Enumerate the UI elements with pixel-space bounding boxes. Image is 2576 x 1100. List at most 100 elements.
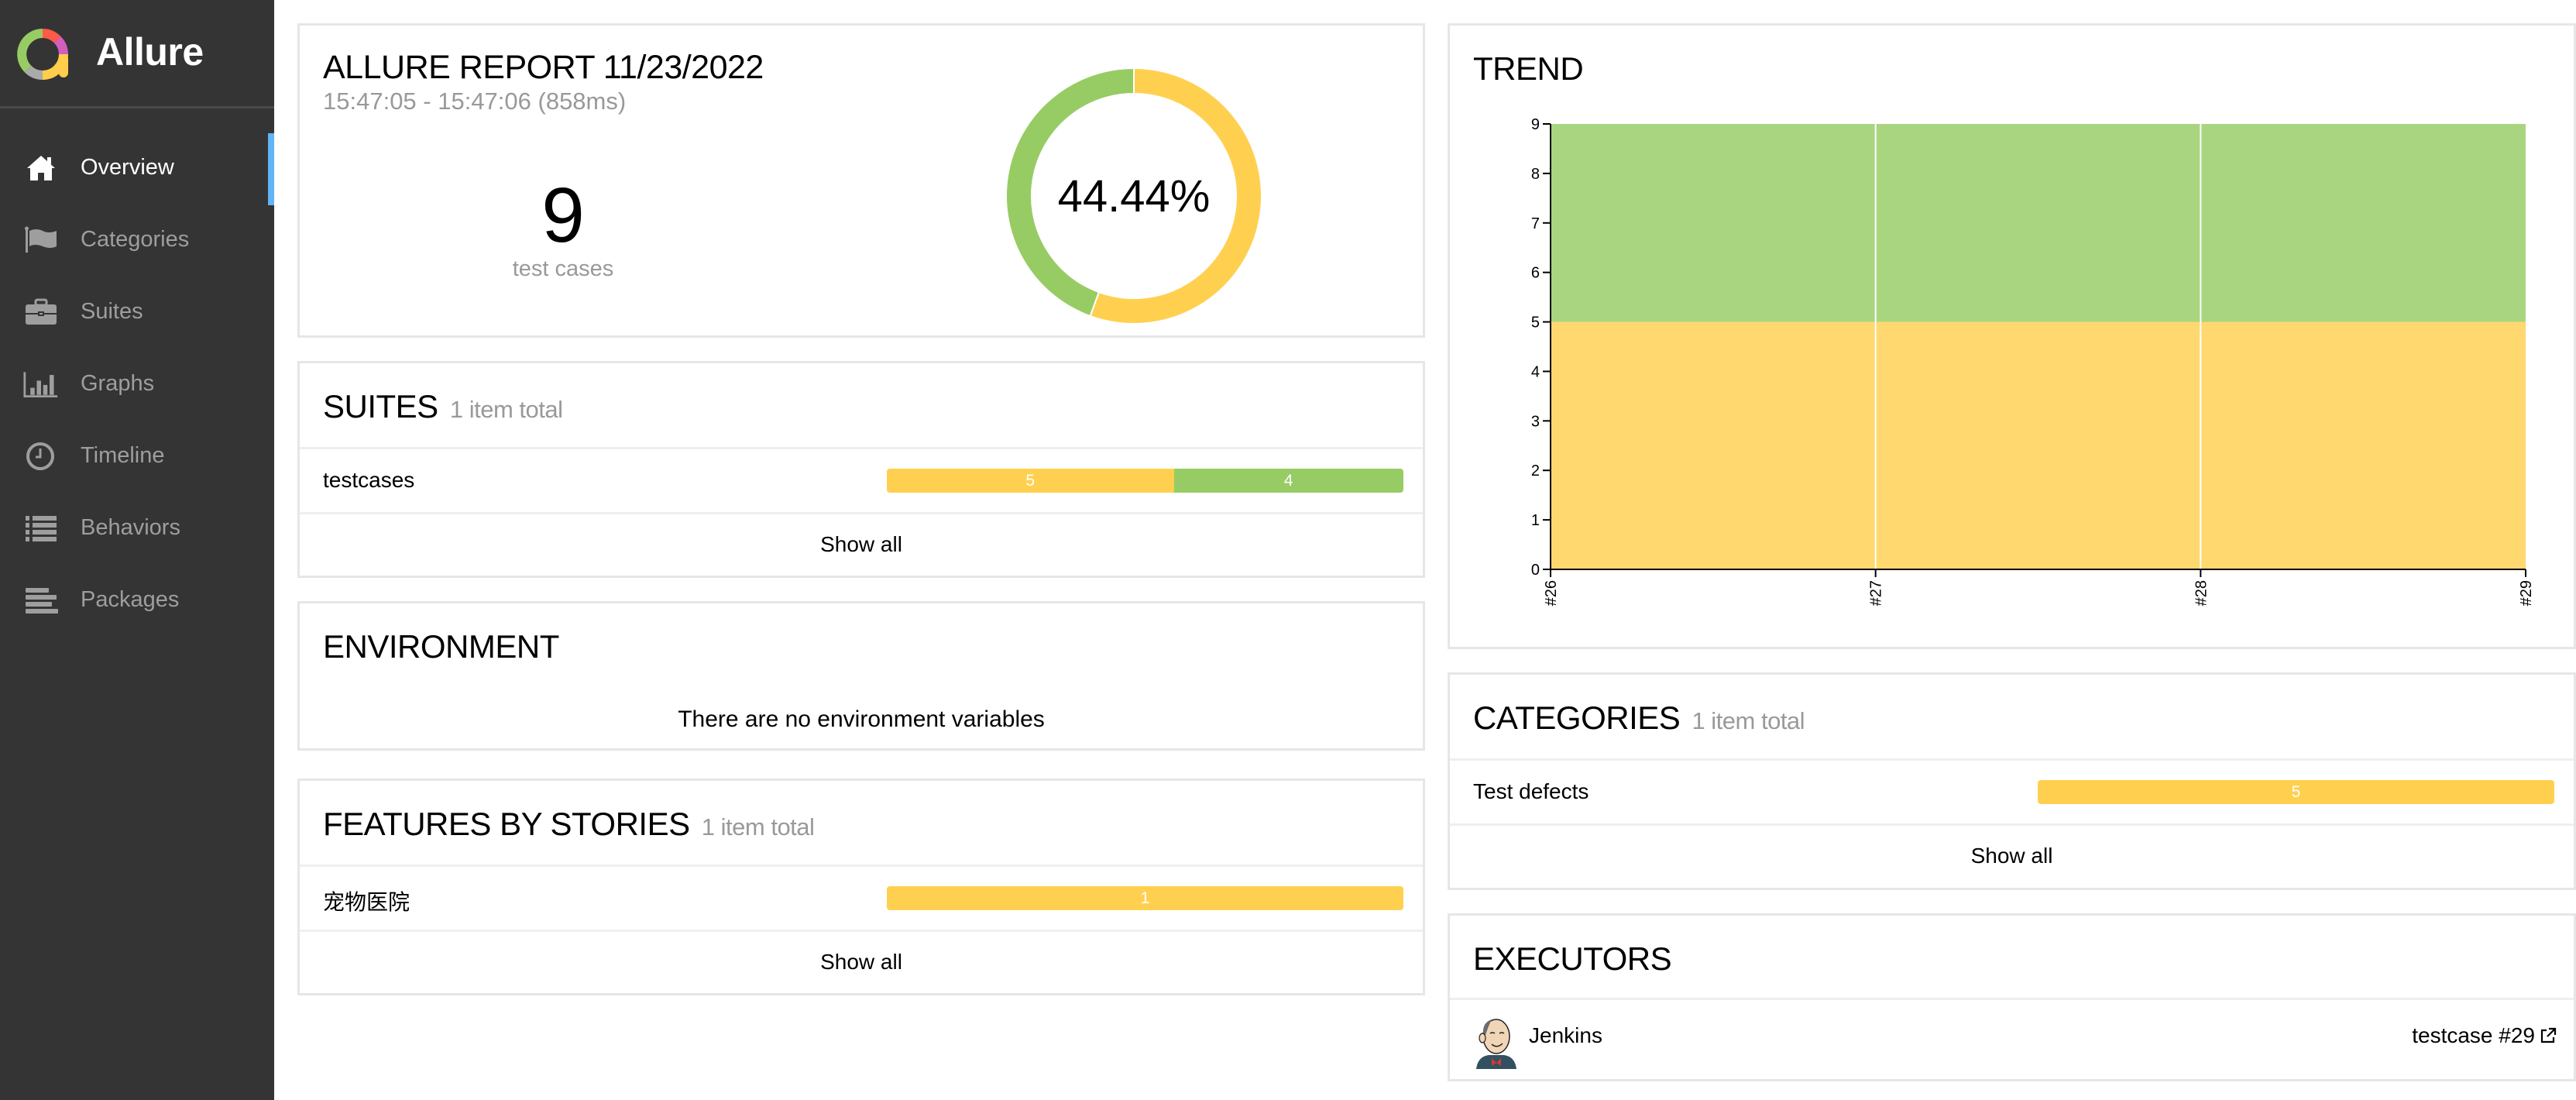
trend-y-tick-label: 2 — [1531, 462, 1540, 480]
environment-empty-message: There are no environment variables — [678, 706, 1045, 732]
divider — [300, 512, 1423, 514]
executor-build-label: testcase #29 — [2412, 1023, 2535, 1047]
report-title: ALLURE REPORT 11/23/2022 — [323, 49, 764, 86]
categories-widget: CATEGORIES 1 item total Test defects 5 S… — [1448, 672, 2576, 890]
trend-y-tick-label: 1 — [1531, 512, 1540, 529]
feature-status-bar: 1 — [887, 886, 1403, 910]
briefcase-icon — [23, 297, 59, 328]
list-icon — [23, 513, 59, 544]
sidebar-item-label: Timeline — [81, 443, 165, 468]
feature-row[interactable]: 宠物医院 1 — [300, 867, 1423, 930]
summary-widget: ALLURE REPORT 11/23/2022 15:47:05 - 15:4… — [297, 23, 1425, 338]
trend-x-tick-label: #29 — [2518, 580, 2535, 606]
executor-name: Jenkins — [1529, 1023, 1602, 1047]
trend-y-tick-label: 0 — [1531, 562, 1540, 579]
trend-x-tick-label: #28 — [2193, 580, 2210, 606]
sidebar-item-label: Graphs — [81, 371, 155, 396]
trend-y-tick-label: 6 — [1531, 265, 1540, 282]
align-left-icon — [23, 585, 59, 616]
sidebar-item-label: Behaviors — [81, 515, 180, 540]
donut-slice-passed[interactable] — [1005, 67, 1135, 318]
divider — [300, 865, 1423, 867]
sidebar-item-suites[interactable]: Suites — [0, 276, 274, 348]
donut-slice-broken[interactable] — [1089, 67, 1262, 325]
brand-name: Allure — [96, 30, 204, 74]
suite-name: testcases — [323, 468, 415, 492]
suites-count: 1 item total — [449, 396, 563, 423]
trend-y-tick-label: 8 — [1531, 166, 1540, 183]
jenkins-avatar-icon — [1476, 1019, 1516, 1069]
sidebar-item-label: Packages — [81, 587, 180, 612]
divider — [1450, 998, 2574, 1000]
divider — [1450, 823, 2574, 826]
trend-area-broken[interactable] — [1551, 321, 2526, 569]
sidebar-item-label: Suites — [81, 299, 143, 324]
trend-y-tick-label: 3 — [1531, 413, 1540, 430]
sidebar-item-timeline[interactable]: Timeline — [0, 420, 274, 492]
trend-y-tick-label: 5 — [1531, 315, 1540, 332]
divider — [300, 930, 1423, 932]
allure-logo-icon — [17, 29, 68, 80]
feature-name: 宠物医院 — [323, 890, 410, 914]
brand-header[interactable]: Allure — [0, 0, 274, 108]
sidebar-item-label: Categories — [81, 227, 190, 252]
environment-widget: ENVIRONMENT There are no environment var… — [297, 601, 1425, 751]
sidebar: Allure Overview Categories Suites Graphs — [0, 0, 274, 1100]
trend-y-tick-label: 7 — [1531, 215, 1540, 232]
trend-y-tick-label: 9 — [1531, 116, 1540, 133]
external-link-icon — [2540, 1027, 2557, 1043]
environment-title: ENVIRONMENT — [323, 628, 559, 665]
sidebar-item-overview[interactable]: Overview — [0, 132, 274, 205]
features-by-stories-widget: FEATURES BY STORIES 1 item total 宠物医院 1 … — [297, 779, 1425, 995]
total-test-count: 9 — [541, 172, 585, 259]
divider — [1450, 758, 2574, 761]
categories-title: CATEGORIES 1 item total — [1473, 700, 1805, 737]
divider — [300, 447, 1423, 449]
trend-x-tick-label: #27 — [1868, 580, 1885, 606]
category-row[interactable]: Test defects 5 — [1450, 761, 2574, 823]
sidebar-item-graphs[interactable]: Graphs — [0, 348, 274, 420]
trend-area-passed[interactable] — [1551, 124, 2526, 322]
features-title-text: FEATURES BY STORIES — [323, 806, 690, 842]
sidebar-nav: Overview Categories Suites Graphs Timeli… — [0, 132, 274, 636]
bar-segment-broken: 1 — [887, 886, 1403, 910]
executor-build-link[interactable]: testcase #29 — [2412, 1023, 2557, 1048]
sidebar-item-behaviors[interactable]: Behaviors — [0, 492, 274, 564]
executors-title: EXECUTORS — [1473, 940, 1672, 977]
report-time-range: 15:47:05 - 15:47:06 (858ms) — [323, 88, 627, 115]
bar-chart-icon — [23, 369, 59, 400]
category-name: Test defects — [1473, 779, 1589, 803]
trend-chart[interactable]: 0 1 2 3 4 5 6 7 8 9 #26 #27 #28 #29 — [1450, 26, 2574, 647]
categories-count: 1 item total — [1692, 707, 1805, 734]
flag-icon — [23, 225, 59, 256]
sidebar-item-packages[interactable]: Packages — [0, 564, 274, 636]
trend-title: TREND — [1473, 50, 1584, 87]
features-show-all-link[interactable]: Show all — [820, 950, 902, 974]
suites-show-all-link[interactable]: Show all — [820, 532, 902, 556]
clock-icon — [23, 441, 59, 472]
suites-title: SUITES 1 item total — [323, 388, 563, 425]
features-count: 1 item total — [701, 813, 815, 840]
success-rate: 44.44% — [1057, 170, 1211, 222]
home-icon — [23, 153, 59, 184]
features-title: FEATURES BY STORIES 1 item total — [323, 806, 815, 843]
trend-y-tick-label: 4 — [1531, 363, 1540, 380]
trend-widget: TREND 0 1 2 3 4 5 6 7 8 9 #26 #27 #28 #29 — [1448, 23, 2576, 649]
category-status-bar: 5 — [2038, 780, 2554, 804]
bar-segment-broken: 5 — [887, 469, 1174, 493]
sidebar-item-categories[interactable]: Categories — [0, 204, 274, 276]
executors-widget: EXECUTORS Jenkins testcase #29 — [1448, 913, 2576, 1081]
total-test-label: test cases — [512, 256, 614, 281]
categories-title-text: CATEGORIES — [1473, 700, 1681, 736]
status-donut-chart[interactable] — [1002, 64, 1266, 328]
trend-x-tick-label: #26 — [1543, 580, 1560, 606]
sidebar-item-label: Overview — [81, 155, 174, 180]
executor-row: Jenkins testcase #29 — [1450, 1000, 2574, 1079]
bar-segment-broken: 5 — [2038, 780, 2554, 804]
bar-segment-passed: 4 — [1173, 469, 1403, 493]
categories-show-all-link[interactable]: Show all — [1970, 844, 2053, 868]
suites-title-text: SUITES — [323, 388, 438, 425]
